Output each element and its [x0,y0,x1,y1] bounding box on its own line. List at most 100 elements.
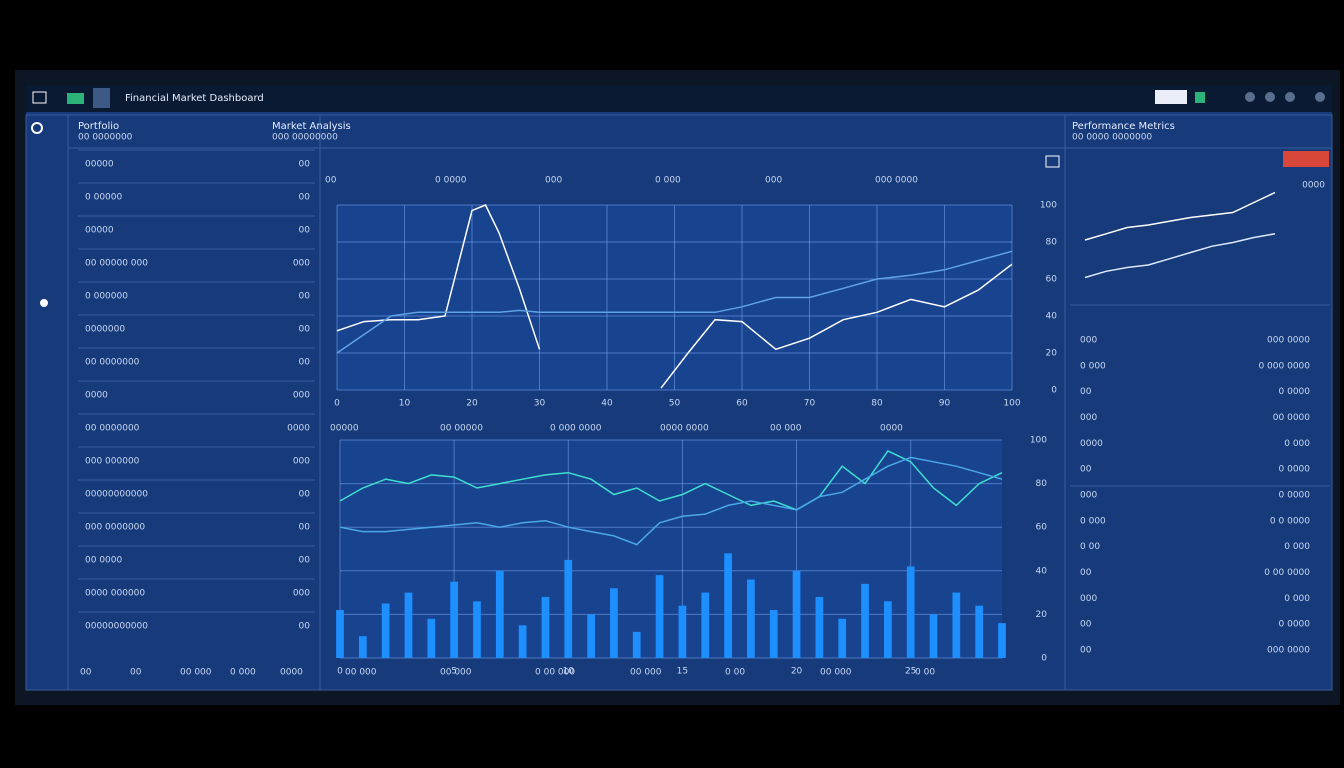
metric-value: 0 000 [1284,439,1310,449]
metric-label: 000 [1080,491,1097,501]
bar [381,603,390,658]
alert-badge[interactable] [1283,151,1329,167]
row-value: 00 [299,292,311,302]
row-label: 0000000 [85,325,125,335]
y-tick-label: 100 [1030,436,1047,446]
y-tick-label: 80 [1036,479,1048,489]
left-heading: Portfolio [78,121,119,132]
bar [518,625,527,658]
center-subheading: 000 00000000 [272,133,338,143]
footer-label: 00 [80,668,92,678]
row-value: 00 [299,226,311,236]
x-tick-label: 20 [466,399,478,409]
x-tick-label: 40 [601,399,613,409]
bar [724,553,732,658]
row-value: 00 [299,622,311,632]
footer-label: 0 00 [915,668,935,678]
y-tick-label: 20 [1046,349,1058,359]
bar [906,566,915,658]
y-tick-label: 0 [1051,386,1057,396]
metric-value: 000 0000 [1267,646,1310,656]
row-label: 0 000000 [85,292,128,302]
row-label: 0000 [85,391,108,401]
app-icon[interactable] [67,93,84,104]
row-value: 000 [293,259,310,269]
x-tick-label: 60 [736,399,748,409]
x-tick-label: 70 [804,399,816,409]
rail-icon[interactable] [31,122,43,134]
metric-value: 0 000 0000 [1258,361,1310,371]
y-tick-label: 80 [1046,238,1058,248]
chart-label: 0 0000 [435,176,467,186]
control-icon[interactable] [1285,92,1295,102]
x-tick-label: 90 [939,399,951,409]
bar [792,570,801,658]
footer-label: 0000 [280,668,303,678]
row-label: 0 00000 [85,193,122,203]
top-bar [26,85,1332,112]
row-label: 0000 000000 [85,589,145,599]
chart-label: 0000 0000 [660,424,709,434]
status-icon[interactable] [1195,92,1205,103]
bar [929,614,938,658]
footer-label: 00 [130,668,142,678]
series-line [339,449,1003,511]
rail-icon[interactable] [40,299,48,307]
row-value: 00 [299,523,311,533]
bar [678,605,687,658]
control-icon[interactable] [1265,92,1275,102]
y-tick-label: 40 [1036,566,1048,576]
chart-label: 00000 [330,424,359,434]
chart-label: 000 [765,176,782,186]
footer-label: 00 000 [180,668,212,678]
metric-label: 0 000 [1080,361,1106,371]
window-button[interactable] [1155,90,1187,104]
bar [884,601,892,658]
center-heading: Market Analysis [272,121,351,132]
control-icon[interactable] [1315,92,1325,102]
row-label: 00000000000 [85,622,148,632]
bar [564,559,573,658]
left-subheading: 00 0000000 [78,133,133,143]
expand-icon[interactable] [1045,155,1060,168]
bar [815,596,824,658]
metric-label: 000 [1080,413,1097,423]
footer-label: 00 000 [820,668,852,678]
metric-value: 0 0000 [1279,620,1311,630]
control-icon[interactable] [1245,92,1255,102]
series-line [339,456,1003,546]
x-tick-label: 10 [563,667,575,677]
metric-value: 00 0000 [1273,413,1310,423]
metric-value: 0 0000 [1279,387,1311,397]
right-panel [1064,114,1333,691]
bar [404,592,413,658]
series-line [336,250,1013,354]
bar [541,596,550,658]
footer-label: 00 000 [440,668,472,678]
y-tick-label: 0 [1041,654,1047,664]
metric-label: 000 [1080,336,1097,346]
y-tick-label: 60 [1036,523,1048,533]
y-tick-label: 40 [1046,312,1058,322]
series-line [1084,191,1276,241]
menu-icon[interactable] [32,91,47,104]
x-tick-label: 5 [451,667,457,677]
chart-label: 000 [545,176,562,186]
row-value: 00 [299,325,311,335]
row-value: 00 [299,556,311,566]
chart-label: 00 000 [770,424,802,434]
x-tick-label: 0 [334,399,340,409]
row-label: 000 000000 [85,457,140,467]
metric-value: 0 0000 [1279,491,1311,501]
tab-icon[interactable] [93,88,110,108]
bar [473,601,481,658]
bar [655,575,664,658]
bar [358,636,367,658]
row-value: 00 [299,358,311,368]
series-line [336,204,1013,389]
metric-label: 0 00 [1080,542,1100,552]
x-tick-label: 0 [337,667,343,677]
row-label: 000 0000000 [85,523,145,533]
